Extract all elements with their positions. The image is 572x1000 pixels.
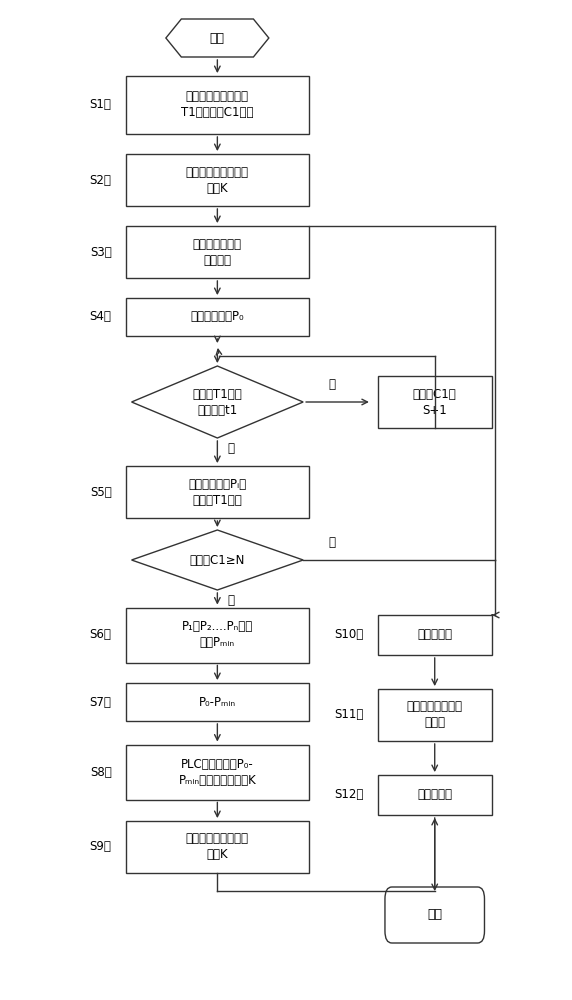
Bar (126, 298, 309, 336)
Text: PLC控制器根据P₀-
Pₘᵢₙ，修正开度设定K: PLC控制器根据P₀- Pₘᵢₙ，修正开度设定K (178, 758, 256, 786)
Polygon shape (166, 19, 269, 57)
Text: 开始: 开始 (210, 31, 225, 44)
Text: 输出电动调节阀开度
信号K: 输出电动调节阀开度 信号K (186, 832, 249, 861)
Bar (126, 683, 309, 721)
Polygon shape (132, 530, 303, 590)
Text: S4：: S4： (90, 310, 112, 324)
Text: S10：: S10： (334, 629, 363, 642)
Bar (126, 76, 309, 134)
Text: S6：: S6： (90, 629, 112, 642)
Text: 除尘器滤袋反吹信
号结束: 除尘器滤袋反吹信 号结束 (407, 700, 463, 730)
Text: S11：: S11： (334, 708, 363, 722)
Text: S7：: S7： (90, 696, 112, 708)
Text: 否: 否 (328, 377, 335, 390)
Text: 除尘器反吹滤袋
信号开始: 除尘器反吹滤袋 信号开始 (193, 237, 242, 266)
Text: 是: 是 (228, 442, 235, 455)
Text: S8：: S8： (90, 766, 112, 778)
Text: S9：: S9： (90, 840, 112, 854)
Text: S2：: S2： (90, 174, 112, 186)
Bar (126, 154, 309, 206)
Bar (378, 376, 492, 428)
Text: 是: 是 (228, 593, 235, 606)
Bar (126, 744, 309, 800)
Text: S5：: S5： (90, 486, 112, 498)
Bar (126, 608, 309, 663)
Text: 记录终端负压Pᵢ，
计时器T1清零: 记录终端负压Pᵢ， 计时器T1清零 (188, 478, 247, 506)
Text: 计数器C1値
S+1: 计数器C1値 S+1 (413, 387, 456, 416)
FancyBboxPatch shape (385, 887, 484, 943)
Text: 结束: 结束 (427, 908, 442, 922)
Bar (126, 226, 309, 278)
Text: S3：: S3： (90, 245, 112, 258)
Text: 输出电动调节阀预设
开度K: 输出电动调节阀预设 开度K (186, 165, 249, 194)
Text: 关闭膜片阀: 关闭膜片阀 (417, 788, 452, 802)
Bar (378, 615, 492, 655)
Bar (126, 466, 309, 518)
Text: S1：: S1： (90, 99, 112, 111)
Text: P₁、P₂....Pₙ的最
小値Pₘᵢₙ: P₁、P₂....Pₙ的最 小値Pₘᵢₙ (182, 620, 253, 650)
Text: 计时器T1到达
设定时间t1: 计时器T1到达 设定时间t1 (193, 387, 242, 416)
Bar (378, 689, 492, 741)
Text: 计数器C1≥N: 计数器C1≥N (190, 554, 245, 566)
Text: 否: 否 (328, 536, 335, 548)
Text: S12：: S12： (334, 788, 363, 802)
Bar (378, 775, 492, 815)
Text: 打开膜片阀: 打开膜片阀 (417, 629, 452, 642)
Text: 记录终端负压P₀: 记录终端负压P₀ (190, 310, 244, 324)
Polygon shape (132, 366, 303, 438)
Text: 程序初始化，计时器
T1，计数器C1清零: 程序初始化，计时器 T1，计数器C1清零 (181, 91, 253, 119)
Bar (126, 821, 309, 873)
Text: P₀-Pₘᵢₙ: P₀-Pₘᵢₙ (199, 696, 236, 708)
